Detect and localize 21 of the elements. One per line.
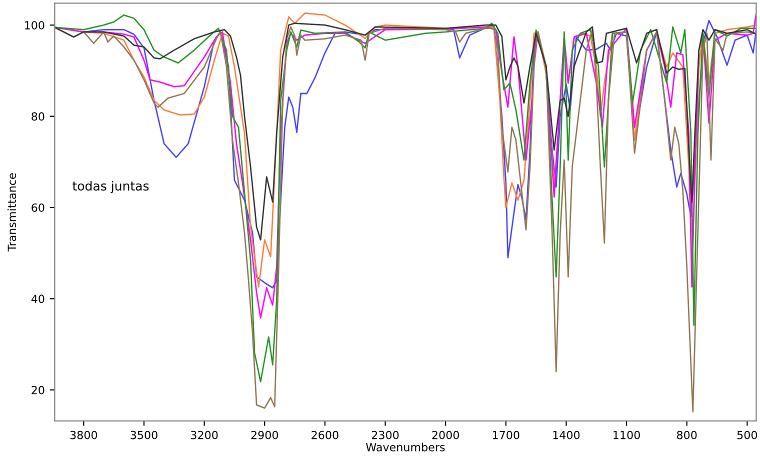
y-tick-label: 20 — [32, 386, 44, 394]
annotation: todas juntas — [72, 180, 149, 194]
x-tick-label: 2900 — [251, 430, 278, 440]
y-tick-label: 60 — [32, 203, 44, 212]
x-tick-label: 1700 — [492, 430, 520, 440]
x-tick-label: 3800 — [70, 430, 98, 440]
x-tick-label: 1400 — [553, 430, 580, 440]
x-tick-label: 800 — [676, 430, 697, 440]
x-tick-label: 3500 — [130, 430, 158, 440]
x-axis-title: Wavenumbers — [366, 442, 445, 452]
y-tick-label: 40 — [31, 294, 44, 304]
line-series — [54, 22, 756, 241]
x-tick-label: 2300 — [372, 430, 399, 440]
y-axis-title: Transmittance — [7, 173, 16, 252]
y-tick-label: 80 — [32, 112, 44, 121]
x-tick-label: 3200 — [191, 430, 218, 440]
x-tick-label: 2600 — [312, 430, 338, 440]
y-tick-label: 100 — [25, 21, 44, 30]
x-tick-label: 1100 — [614, 430, 640, 440]
x-tick-label: 2000 — [432, 430, 459, 440]
x-tick-label: 500 — [737, 430, 758, 440]
